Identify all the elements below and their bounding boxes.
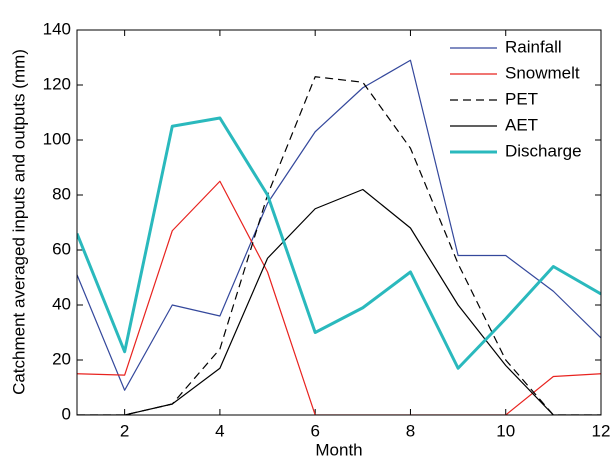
legend-label: PET [505, 89, 538, 108]
y-tick-label: 60 [52, 239, 71, 258]
series-line [77, 59, 601, 391]
series-line [77, 116, 601, 370]
legend-label: Discharge [505, 141, 582, 160]
y-tick-label: 80 [52, 184, 71, 203]
legend-label: Rainfall [505, 37, 562, 56]
x-axis-label: Month [315, 440, 362, 459]
y-tick-label: 40 [52, 294, 71, 313]
y-tick-label: 140 [43, 19, 71, 38]
y-tick-label: 20 [52, 349, 71, 368]
x-tick-label: 6 [310, 421, 319, 440]
x-tick-label: 4 [215, 421, 224, 440]
series-line [77, 188, 601, 415]
x-tick-label: 2 [120, 421, 129, 440]
series-line [77, 180, 601, 415]
legend-label: AET [505, 115, 538, 134]
x-tick-label: 10 [496, 421, 515, 440]
plot-frame [76, 29, 602, 416]
y-tick-label: 120 [43, 74, 71, 93]
x-tick-label: 8 [406, 421, 415, 440]
y-tick-label: 0 [62, 404, 71, 423]
series-line [77, 76, 601, 415]
y-tick-label: 100 [43, 129, 71, 148]
legend-label: Snowmelt [505, 63, 580, 82]
y-axis-label: Catchment averaged inputs and outputs (m… [9, 49, 28, 395]
x-tick-label: 12 [592, 421, 611, 440]
